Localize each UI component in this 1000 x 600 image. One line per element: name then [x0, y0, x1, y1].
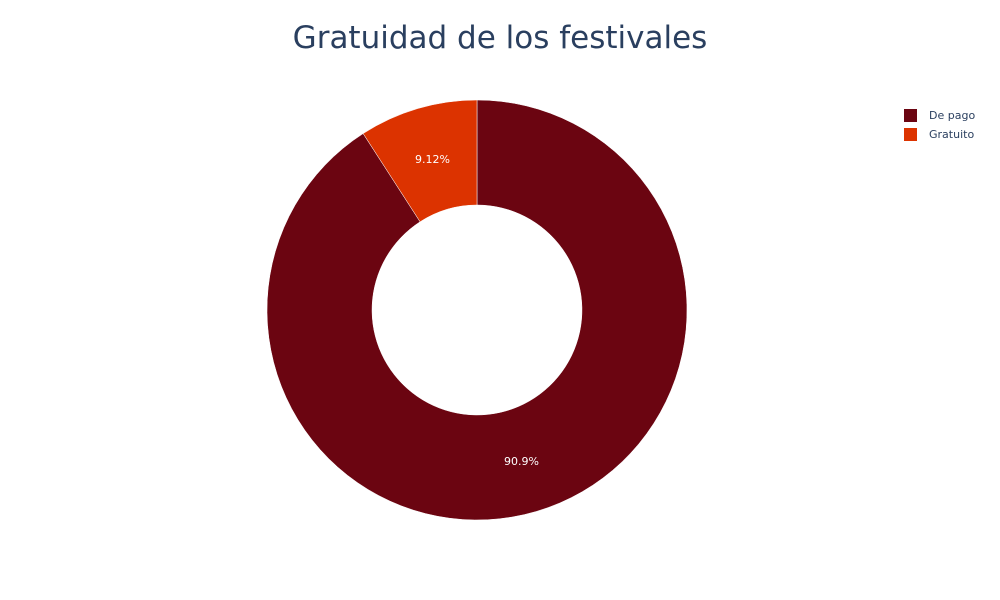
- slice-de-pago[interactable]: [266, 99, 688, 521]
- legend-label-gratuito: Gratuito: [929, 128, 975, 141]
- slice-label-gratuito: 9.12%: [415, 153, 450, 166]
- legend-swatch-gratuito: [904, 128, 917, 141]
- legend-item-gratuito[interactable]: Gratuito: [904, 125, 975, 144]
- slice-gratuito[interactable]: [362, 99, 478, 223]
- legend-swatch-de-pago: [904, 109, 917, 122]
- legend-item-de-pago[interactable]: De pago: [904, 106, 975, 125]
- slice-label-de-pago: 90.9%: [504, 455, 539, 468]
- slices-group: [266, 99, 688, 521]
- chart-title: Gratuidad de los festivales: [292, 20, 708, 56]
- labels-group: 90.9% 9.12%: [415, 153, 539, 468]
- legend-label-de-pago: De pago: [929, 109, 976, 122]
- legend: De pago Gratuito: [904, 106, 975, 144]
